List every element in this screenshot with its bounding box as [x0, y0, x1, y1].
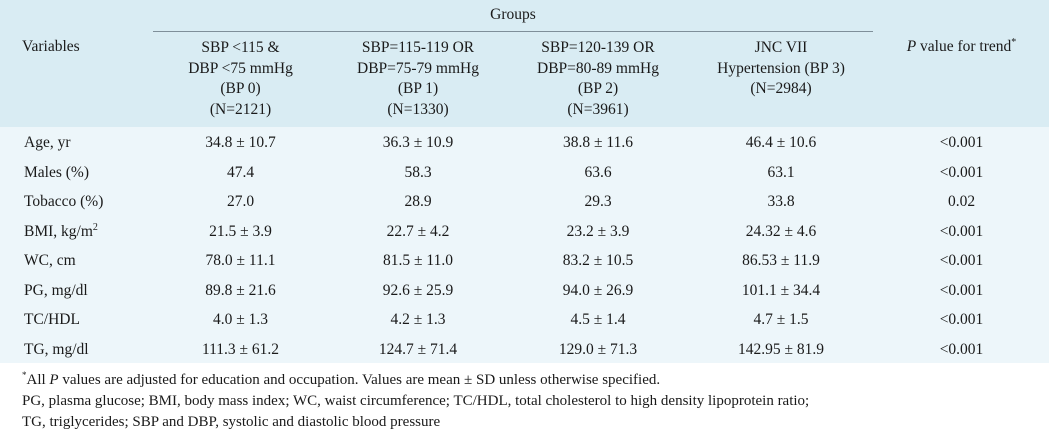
table-row: Males (%) 47.4 58.3 63.6 63.1 <0.001 [0, 158, 1049, 188]
header-bp3-line1: JNC VII [754, 39, 808, 56]
header-bp3: JNC VII Hypertension (BP 3) (N=2984) [688, 38, 874, 100]
row-variable: Males (%) [24, 163, 89, 181]
header-bp0-line3: (BP 0) [220, 80, 261, 97]
table-header: Groups Variables SBP <115 & DBP <75 mmHg… [0, 0, 1049, 127]
cell-bp0: 34.8 ± 10.7 [205, 134, 276, 151]
table-row: TG, mg/dl 111.3 ± 61.2 124.7 ± 71.4 129.… [0, 335, 1049, 365]
p-value-sup: * [1011, 36, 1017, 48]
cell-bp2: 29.3 [584, 193, 612, 210]
row-variable: WC, cm [24, 252, 76, 269]
p-value-header: P value for trend* [874, 36, 1049, 56]
cell-bp0: 78.0 ± 11.1 [205, 252, 276, 269]
row-variable-sup: 2 [92, 221, 98, 233]
footnote-p-italic: P [49, 372, 59, 388]
cell-bp2: 23.2 ± 3.9 [566, 222, 630, 240]
cell-bp0: 27.0 [226, 193, 255, 210]
header-bp2: SBP=120-139 OR DBP=80-89 mmHg (BP 2) (N=… [508, 38, 688, 120]
groups-caption: Groups [490, 6, 536, 23]
cell-bp0: 4.0 ± 1.3 [212, 311, 268, 328]
cell-bp3: 24.32 ± 4.6 [745, 222, 817, 240]
row-variable: BMI, kg/m2 [24, 221, 98, 241]
cell-bp1: 36.3 ± 10.9 [382, 134, 454, 151]
header-bp2-line3: (BP 2) [577, 80, 619, 97]
header-bp3-line3: (N=2984) [750, 80, 812, 97]
cell-p-value: <0.001 [939, 252, 984, 269]
row-variable: TC/HDL [24, 311, 80, 328]
header-bp1: SBP=115-119 OR DBP=75-79 mmHg (BP 1) (N=… [328, 38, 508, 120]
table-footnotes: *All P values are adjusted for education… [0, 363, 1049, 440]
cell-bp0: 111.3 ± 61.2 [201, 340, 280, 358]
header-bp2-line2: DBP=80-89 mmHg [537, 59, 659, 77]
table-body: Age, yr 34.8 ± 10.7 36.3 ± 10.9 38.8 ± 1… [0, 127, 1049, 363]
groups-underline [153, 31, 873, 32]
cell-p-value: <0.001 [939, 281, 984, 299]
row-variable: Age, yr [24, 134, 71, 151]
cell-bp3: 142.95 ± 81.9 [737, 340, 824, 358]
footnote-sup: * [22, 370, 27, 380]
cell-bp3: 101.1 ± 34.4 [741, 281, 821, 299]
row-variable: TG, mg/dl [24, 340, 89, 358]
cell-bp2: 38.8 ± 11.6 [563, 134, 633, 151]
cell-bp0: 89.8 ± 21.6 [205, 281, 276, 299]
cell-p-value: <0.001 [939, 311, 984, 328]
header-bp0-line1: SBP <115 & [201, 39, 280, 56]
cell-bp2: 94.0 ± 26.9 [562, 281, 634, 299]
footnote-post: values are adjusted for education and oc… [58, 372, 661, 388]
header-bp2-line4: (N=3961) [567, 100, 629, 118]
table-row: Tobacco (%) 27.0 28.9 29.3 33.8 0.02 [0, 187, 1049, 217]
header-bp1-line1: SBP=115-119 OR [361, 39, 475, 56]
footnote-abbreviations-1: PG, plasma glucose; BMI, body mass index… [22, 393, 810, 409]
cell-bp3: 46.4 ± 10.6 [745, 134, 817, 151]
footnote-pre: All [26, 372, 50, 388]
table-row: TC/HDL 4.0 ± 1.3 4.2 ± 1.3 4.5 ± 1.4 4.7… [0, 305, 1049, 335]
variables-header: Variables [22, 38, 80, 55]
cell-bp1: 81.5 ± 11.0 [383, 252, 453, 269]
cell-bp3: 33.8 [767, 193, 795, 210]
p-value-label: value for trend [916, 38, 1012, 55]
cell-bp1: 28.9 [404, 193, 432, 210]
cell-bp2: 83.2 ± 10.5 [562, 252, 634, 269]
header-bp1-line4: (N=1330) [387, 100, 449, 118]
cell-bp2: 129.0 ± 71.3 [558, 340, 638, 358]
cell-bp0: 21.5 ± 3.9 [209, 222, 272, 240]
row-variable: Tobacco (%) [24, 193, 104, 210]
table-row: PG, mg/dl 89.8 ± 21.6 92.6 ± 25.9 94.0 ±… [0, 276, 1049, 306]
header-bp1-line3: (BP 1) [397, 80, 439, 97]
header-bp1-line2: DBP=75-79 mmHg [357, 59, 479, 77]
table-row: BMI, kg/m2 21.5 ± 3.9 22.7 ± 4.2 23.2 ± … [0, 217, 1049, 247]
cell-p-value: <0.001 [939, 222, 984, 240]
row-variable-text: BMI, kg/m [24, 222, 93, 240]
cell-bp1: 58.3 [404, 163, 432, 181]
header-bp2-line1: SBP=120-139 OR [541, 39, 655, 56]
cell-bp1: 124.7 ± 71.4 [378, 340, 458, 358]
cell-bp3: 4.7 ± 1.5 [753, 311, 809, 328]
p-italic: P [906, 38, 917, 55]
cell-p-value: 0.02 [947, 193, 976, 210]
cell-bp2: 4.5 ± 1.4 [570, 311, 626, 328]
cell-bp1: 92.6 ± 25.9 [382, 281, 454, 299]
cell-bp2: 63.6 [584, 163, 612, 181]
footnote-adjustment: *All P values are adjusted for education… [22, 371, 660, 390]
table-row: WC, cm 78.0 ± 11.1 81.5 ± 11.0 83.2 ± 10… [0, 246, 1049, 276]
cell-p-value: <0.001 [939, 134, 984, 151]
header-bp0-line4: (N=2121) [209, 100, 272, 118]
header-bp0-line2: DBP <75 mmHg [188, 59, 293, 77]
cell-bp3: 86.53 ± 11.9 [742, 252, 820, 269]
cell-bp0: 47.4 [226, 163, 255, 181]
cell-p-value: <0.001 [939, 163, 984, 181]
footnote-abbreviations-2: TG, triglycerides; SBP and DBP, systolic… [22, 414, 441, 430]
header-bp0: SBP <115 & DBP <75 mmHg (BP 0) (N=2121) [153, 38, 328, 120]
table-row: Age, yr 34.8 ± 10.7 36.3 ± 10.9 38.8 ± 1… [0, 128, 1049, 158]
row-variable: PG, mg/dl [24, 281, 88, 299]
cell-bp1: 22.7 ± 4.2 [386, 222, 450, 240]
cell-bp1: 4.2 ± 1.3 [390, 311, 446, 328]
header-bp3-line2: Hypertension (BP 3) [717, 59, 845, 77]
cell-bp3: 63.1 [767, 163, 795, 181]
cell-p-value: <0.001 [939, 340, 984, 358]
